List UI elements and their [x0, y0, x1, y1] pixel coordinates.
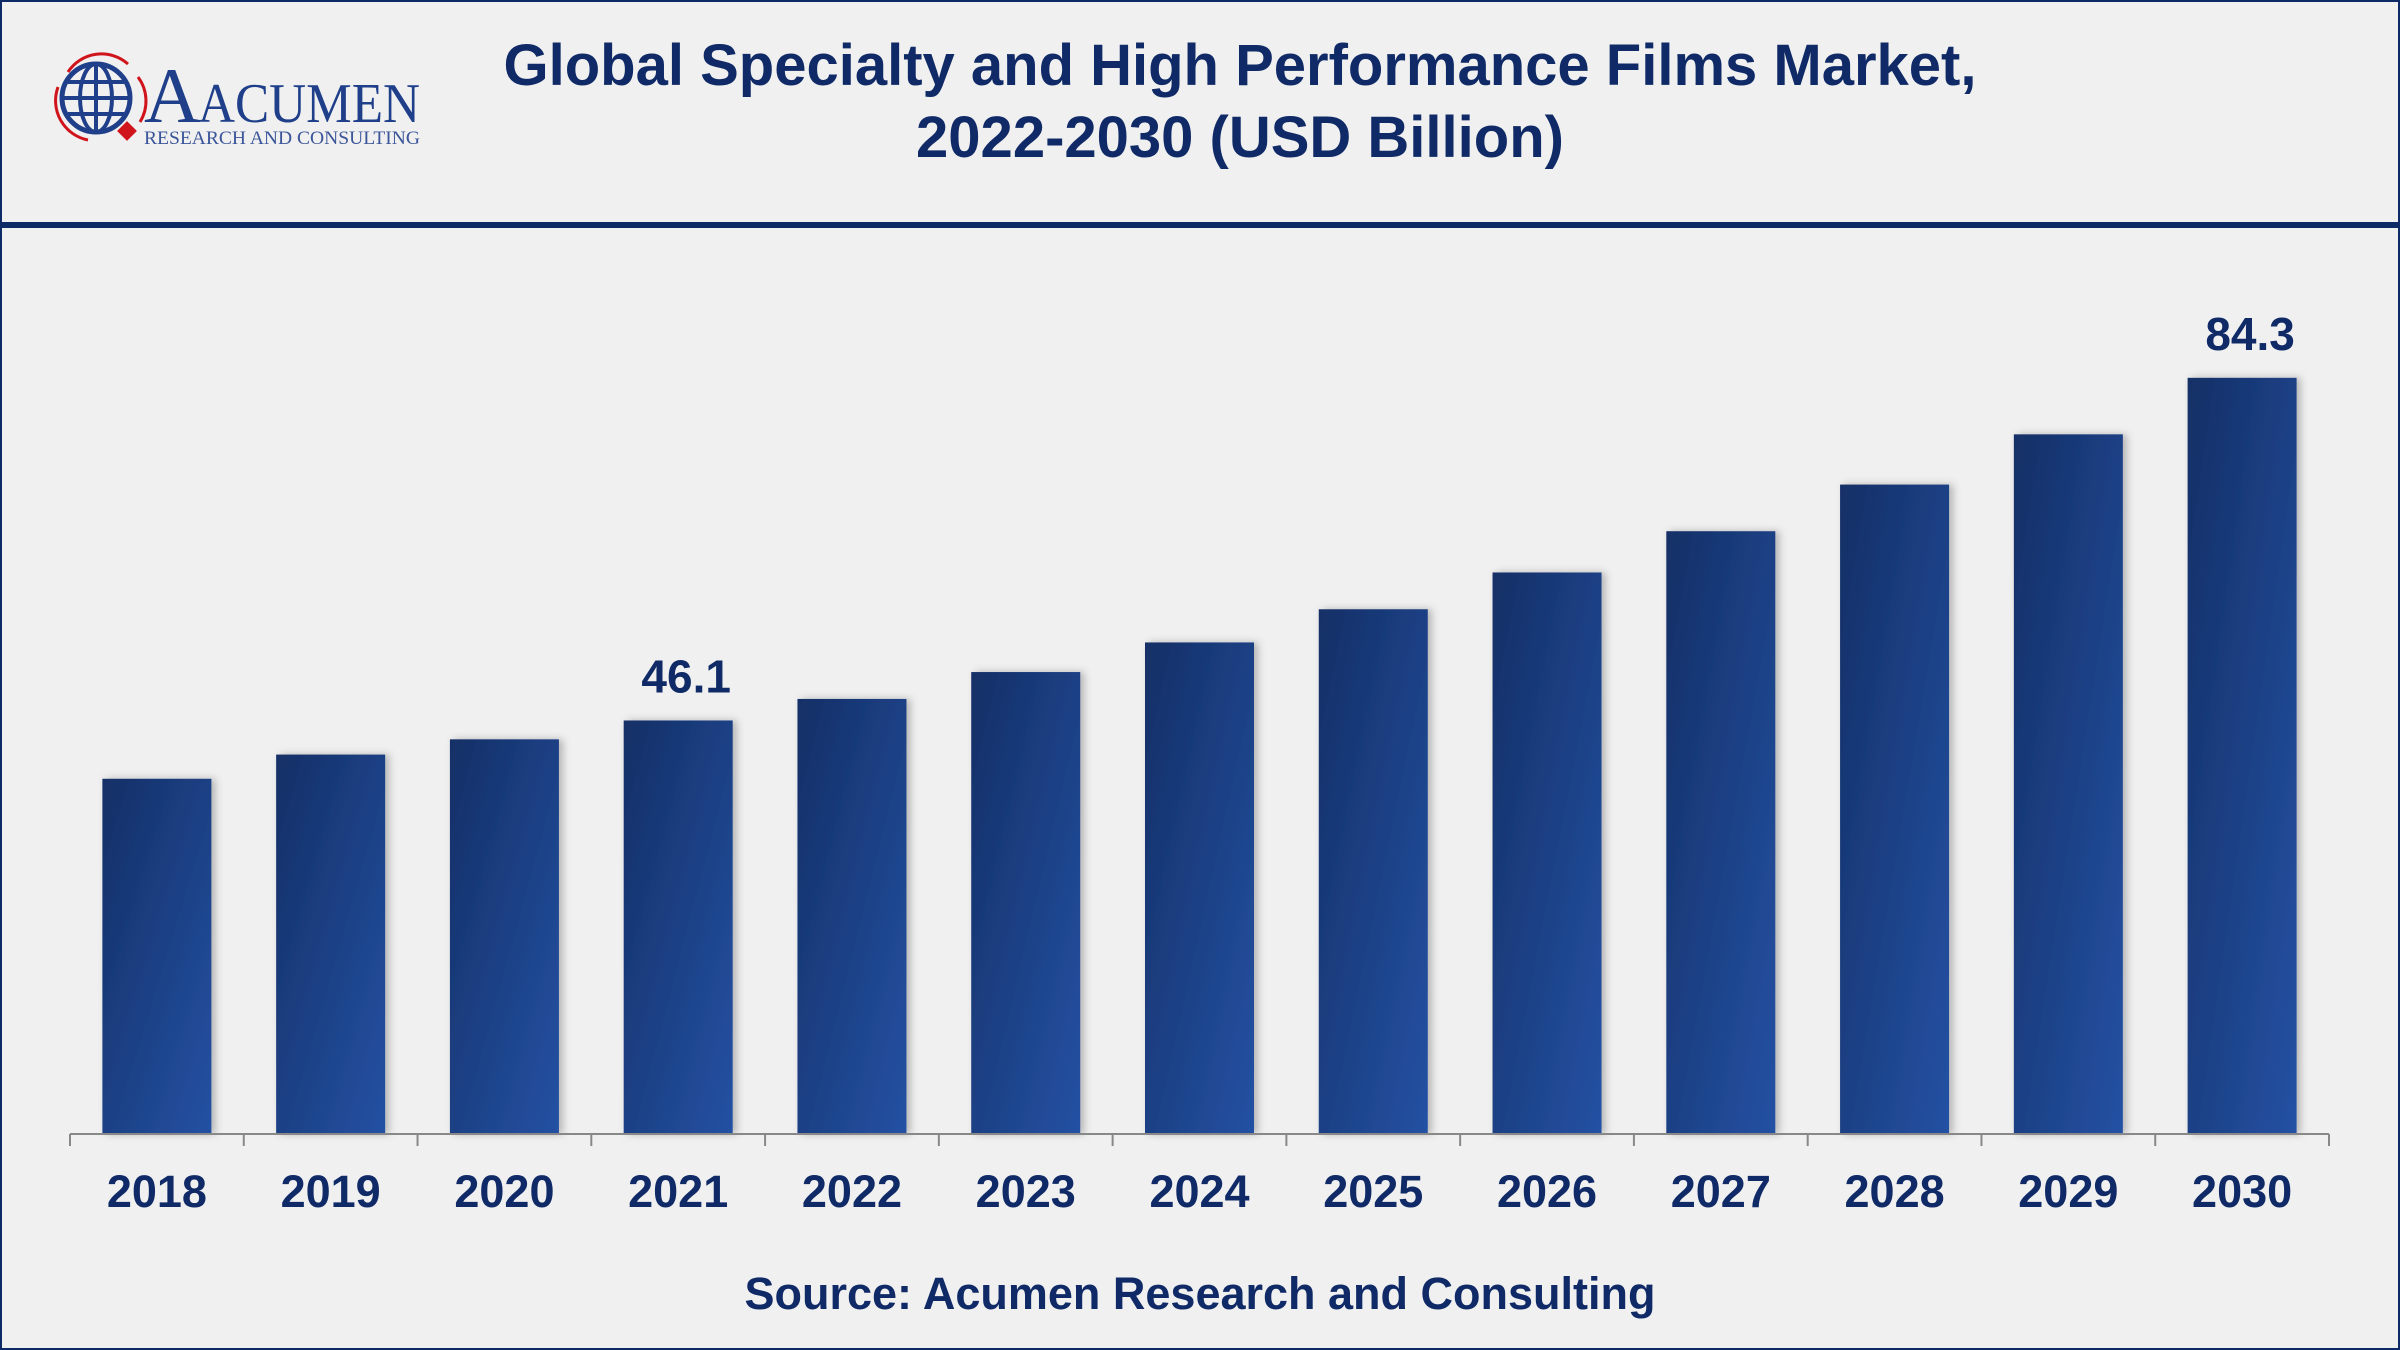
x-tick-label: 2027 — [1671, 1166, 1771, 1217]
bar-2023 — [971, 672, 1081, 1134]
bar-2019 — [276, 754, 386, 1134]
bar-2025 — [1318, 609, 1428, 1134]
logo-wordmark: ACUMEN — [198, 73, 420, 135]
x-tick-label: 2023 — [976, 1166, 1076, 1217]
title-line-1: Global Specialty and High Performance Fi… — [503, 33, 1977, 98]
x-tick-label: 2026 — [1497, 1166, 1597, 1217]
bar-2020 — [449, 739, 559, 1134]
bar-2030 — [2187, 377, 2297, 1135]
bar-2021 — [623, 720, 733, 1134]
x-tick-label: 2028 — [1845, 1166, 1945, 1217]
header-divider — [0, 222, 2400, 228]
bar-2027 — [1666, 531, 1776, 1134]
bar-2024 — [1145, 642, 1254, 1134]
bar-2022 — [797, 698, 907, 1134]
x-tick-label: 2019 — [281, 1166, 381, 1217]
data-label-2030: 84.3 — [2205, 308, 2295, 360]
x-tick-label: 2021 — [628, 1166, 728, 1217]
x-tick-label: 2018 — [107, 1166, 207, 1217]
bar-2029 — [2013, 434, 2123, 1135]
bar-2026 — [1492, 572, 1602, 1134]
bar-2028 — [1840, 484, 1950, 1134]
globe-icon — [54, 52, 148, 142]
logo-name: A — [144, 52, 200, 139]
x-tick-label: 2020 — [454, 1166, 554, 1217]
x-tick-label: 2022 — [802, 1166, 902, 1217]
x-tick-label: 2030 — [2192, 1166, 2292, 1217]
x-tick-label: 2024 — [1149, 1166, 1249, 1217]
source-note: Source: Acumen Research and Consulting — [744, 1268, 1656, 1319]
acumen-logo: A ACUMEN RESEARCH AND CONSULTING — [48, 52, 428, 157]
title-line-2: 2022-2030 (USD Billion) — [916, 105, 1564, 170]
bar-2018 — [102, 778, 212, 1134]
x-tick-label: 2025 — [1323, 1166, 1423, 1217]
chart-title: Global Specialty and High Performance Fi… — [400, 30, 2080, 174]
data-label-2021: 46.1 — [641, 650, 731, 702]
x-tick-label: 2029 — [2018, 1166, 2118, 1217]
logo-tagline: RESEARCH AND CONSULTING — [144, 128, 420, 149]
